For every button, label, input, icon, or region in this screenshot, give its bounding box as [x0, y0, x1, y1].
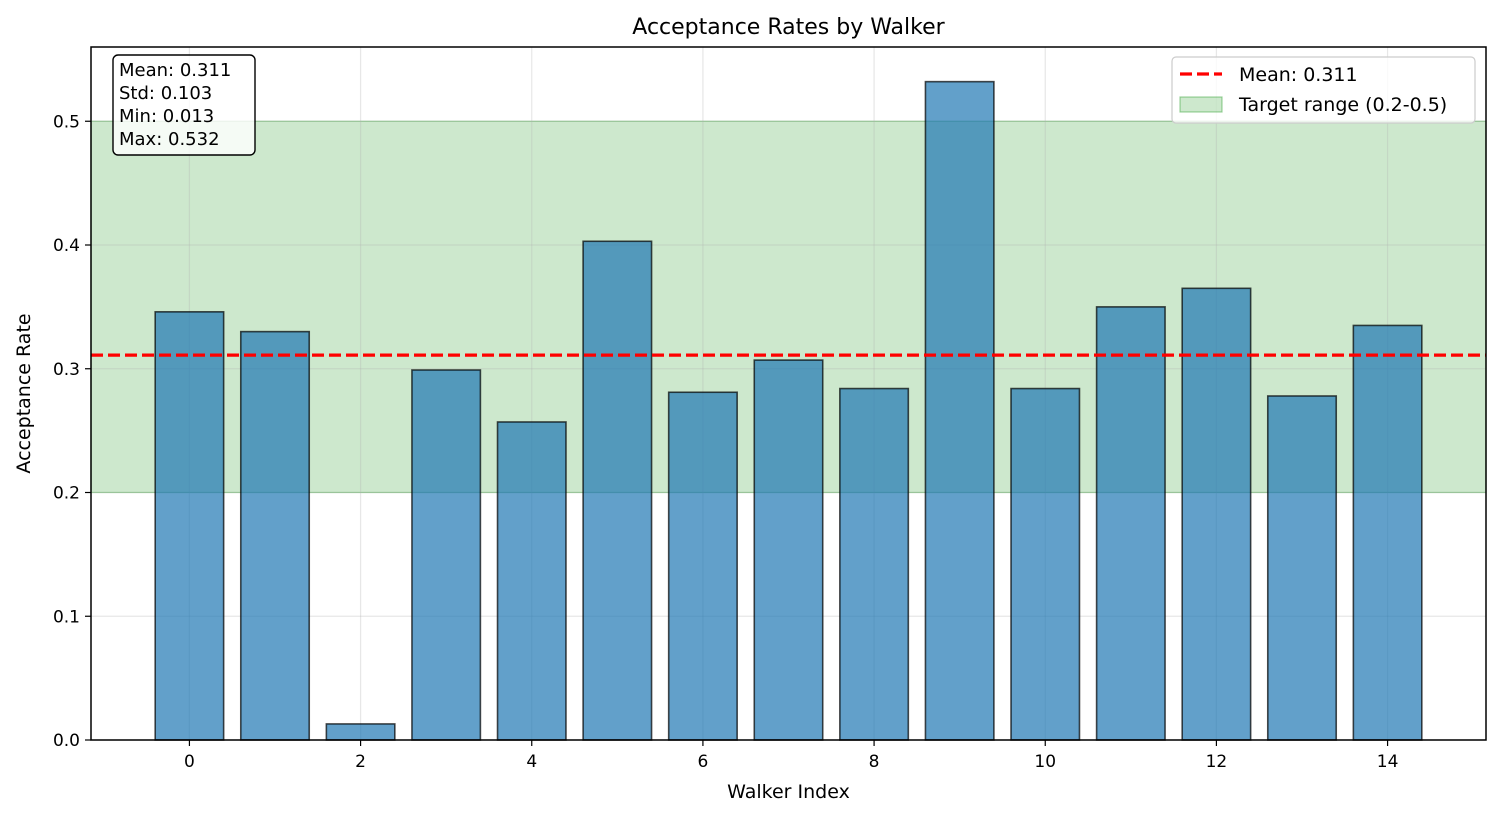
stats-line: Std: 0.103	[119, 83, 212, 104]
bar-walker-2	[325, 723, 396, 741]
plot-frame	[90, 46, 1487, 741]
y-tick-label: 0.4	[53, 236, 80, 256]
legend-target-swatch	[1179, 96, 1223, 113]
bar-walker-1	[239, 330, 311, 741]
bar-walker-4	[496, 421, 567, 741]
legend: Mean: 0.311 Target range (0.2-0.5)	[1171, 56, 1476, 124]
y-tick-label: 0.3	[53, 360, 80, 380]
bar-walker-8	[839, 387, 910, 741]
bar-walker-5	[582, 240, 653, 741]
bar-walker-0	[154, 311, 225, 741]
bar-walker-11	[1095, 306, 1166, 741]
stats-line: Min: 0.013	[119, 106, 214, 127]
y-tick-label: 0.0	[53, 731, 80, 751]
legend-frame	[1171, 56, 1476, 124]
x-tick-label: 0	[184, 752, 195, 772]
stats-line: Mean: 0.311	[119, 60, 231, 81]
y-axis-ticks: 0.0 0.1 0.2 0.3 0.4 0.5	[53, 112, 91, 751]
legend-target-label: Target range (0.2-0.5)	[1238, 94, 1447, 116]
bar-walker-12	[1181, 287, 1252, 741]
bar-walker-7	[753, 359, 824, 741]
x-tick-label: 12	[1206, 752, 1228, 772]
legend-mean-label: Mean: 0.311	[1239, 64, 1358, 86]
bar-walker-13	[1266, 395, 1338, 741]
x-axis-label: Walker Index	[727, 781, 850, 803]
bar-walker-9	[924, 80, 995, 741]
x-tick-label: 4	[526, 752, 537, 772]
stats-line: Max: 0.532	[119, 129, 220, 150]
y-tick-label: 0.2	[53, 484, 80, 504]
x-tick-label: 8	[869, 752, 880, 772]
stats-box-frame	[112, 54, 256, 156]
y-axis-label: Acceptance Rate	[13, 313, 35, 473]
bar-walker-6	[667, 391, 738, 741]
x-axis-ticks: 0 2 4 6 8 10 12 14	[184, 740, 1398, 772]
chart-title: Acceptance Rates by Walker	[632, 15, 945, 40]
bar-walker-10	[1010, 387, 1081, 741]
y-tick-label: 0.1	[53, 607, 80, 627]
x-tick-label: 10	[1034, 752, 1056, 772]
y-tick-label: 0.5	[53, 112, 80, 132]
bar-walker-3	[411, 369, 482, 741]
x-tick-label: 14	[1377, 752, 1399, 772]
bar-walker-14	[1352, 324, 1423, 741]
x-tick-label: 2	[355, 752, 366, 772]
bars-layer	[154, 80, 1423, 741]
x-tick-label: 6	[698, 752, 709, 772]
